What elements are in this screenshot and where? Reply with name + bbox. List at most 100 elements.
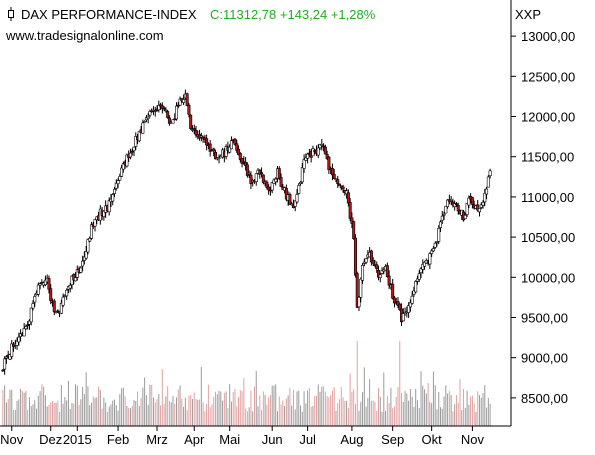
candle-body (435, 241, 439, 243)
candle-body (43, 279, 47, 285)
candle-body (120, 167, 124, 177)
candle-body (465, 203, 469, 215)
candle-body (270, 182, 274, 191)
candle-body (10, 343, 14, 357)
candle-body (481, 202, 485, 206)
candle-body (467, 197, 471, 206)
candle-body (300, 167, 304, 183)
candle-body (410, 295, 414, 304)
candle-body (82, 256, 86, 261)
candle-body (398, 303, 402, 310)
candle-body (166, 111, 170, 118)
candle-body (376, 269, 380, 278)
volume-bars (2, 341, 491, 426)
candle-body (249, 174, 253, 185)
candle-body (380, 270, 384, 274)
candle-body (261, 174, 265, 183)
candle-body (68, 285, 72, 289)
candle-body (52, 300, 56, 313)
candle-body (81, 260, 85, 267)
candle-body (299, 181, 303, 184)
candle-body (235, 143, 239, 151)
candle-body (327, 156, 331, 171)
candle-body (267, 186, 271, 191)
candle-body (26, 324, 30, 327)
candle-body (111, 194, 115, 202)
candle-body (175, 105, 179, 120)
candlesticks (1, 89, 492, 375)
candle-body (171, 119, 175, 124)
candle-body (488, 170, 492, 177)
candle-body (205, 138, 209, 146)
candle-body (229, 140, 233, 150)
candle-body (408, 302, 412, 308)
candle-body (345, 190, 349, 195)
x-tick-label: Nov (461, 432, 485, 447)
candle-body (361, 265, 365, 281)
candle-body (323, 146, 327, 155)
candle-body (449, 200, 453, 202)
candle-body (364, 258, 368, 263)
candle-body (332, 174, 336, 180)
candle-body (486, 176, 490, 188)
candle-body (318, 144, 322, 149)
candle-body (392, 297, 396, 304)
candle-body (437, 227, 441, 242)
candle-body (325, 154, 329, 159)
candle-body (442, 213, 446, 216)
candle-body (3, 358, 7, 370)
candle-body (479, 204, 483, 208)
candle-body (412, 290, 416, 295)
candle-body (417, 273, 421, 280)
candle-body (185, 93, 189, 106)
candle-body (284, 187, 288, 200)
candle-body (194, 130, 198, 136)
candle-body (454, 203, 458, 205)
instrument-name: DAX PERFORMANCE-INDEX (21, 7, 197, 22)
candle-body (485, 188, 489, 195)
candle-body (297, 185, 301, 194)
candle-body (334, 178, 338, 181)
candle-body (407, 305, 411, 313)
candle-body (477, 208, 481, 213)
candle-body (47, 278, 51, 290)
y-tick-label: 10000,00 (521, 270, 575, 285)
candle-body (385, 265, 389, 277)
candle-body (375, 264, 379, 270)
candle-body (59, 302, 63, 314)
candle-body (240, 158, 244, 164)
candle-body (288, 194, 292, 205)
candle-body (128, 152, 132, 158)
candle-body (387, 275, 391, 286)
y-tick-label: 12500,00 (521, 69, 575, 84)
candle-body (440, 215, 444, 221)
candle-body (401, 313, 405, 322)
y-tick-label: 11000,00 (521, 190, 574, 205)
candle-body (114, 182, 118, 189)
candle-body (167, 117, 171, 124)
candle-body (306, 153, 310, 159)
candle-body (224, 146, 228, 157)
candle-body (199, 135, 203, 138)
candle-body (79, 267, 83, 273)
candle-body (338, 183, 342, 186)
candle-body (414, 281, 418, 293)
candle-body (65, 289, 69, 297)
y-tick-label: 9000,00 (521, 351, 568, 366)
candle-body (352, 221, 356, 239)
candle-body (382, 269, 386, 272)
candle-body (141, 122, 145, 134)
candle-body (88, 238, 92, 242)
candle-body (476, 204, 480, 211)
y-tick-label: 11500,00 (521, 150, 574, 165)
candle-body (22, 328, 26, 337)
candle-body (353, 237, 357, 276)
x-tick-label: Okt (422, 432, 443, 447)
candle-body (428, 253, 432, 265)
candle-body (446, 199, 450, 208)
candle-body (378, 274, 382, 278)
candle-body (346, 192, 350, 204)
y-tick-label: 9500,00 (521, 310, 568, 325)
candle-body (293, 200, 297, 207)
candle-body (350, 217, 354, 224)
